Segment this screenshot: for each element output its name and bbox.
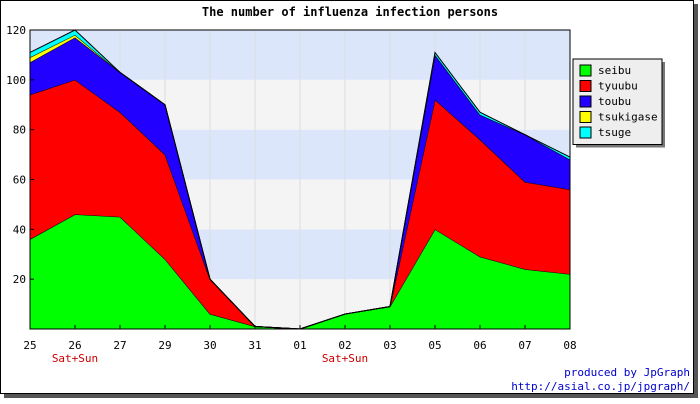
annotations: Sat+Sun Sat+Sun	[52, 352, 368, 365]
x-tick-label: 30	[203, 339, 216, 352]
x-tick-label: 31	[248, 339, 261, 352]
x-annotation: Sat+Sun	[52, 352, 98, 365]
legend-swatch-tsuge	[579, 126, 592, 139]
y-tick-label: 20	[13, 273, 26, 286]
y-tick-label: 60	[13, 174, 26, 187]
y-axis: 20 40 60 80 100 120	[6, 24, 34, 286]
y-tick-label: 120	[6, 24, 26, 37]
legend-swatch-tyuubu	[579, 80, 592, 92]
legend-label-tsukigase: tsukigase	[598, 111, 658, 124]
legend-swatch-tsukigase	[579, 111, 592, 123]
legend-label-tyuubu: tyuubu	[598, 80, 638, 93]
x-tick-label: 29	[158, 339, 171, 352]
x-tick-label: 08	[563, 339, 576, 352]
x-tick-label: 07	[518, 339, 531, 352]
legend: seibu tyuubu toubu tsukigase tsuge	[572, 58, 665, 148]
legend-swatch-seibu	[579, 64, 592, 77]
x-tick-label: 06	[473, 339, 486, 352]
footer-url: http://asial.co.jp/jpgraph/	[511, 380, 690, 393]
y-tick-label: 100	[6, 74, 26, 87]
x-axis: 25 26 27 29 30 31 01 02 03 05 06 07 08	[23, 325, 577, 352]
area-seibu	[30, 214, 570, 329]
x-tick-label: 02	[338, 339, 351, 352]
footer-credit: produced by JpGraph	[564, 366, 690, 379]
legend-swatch-toubu	[579, 95, 592, 108]
y-tick-label: 80	[13, 124, 26, 137]
x-tick-label: 25	[23, 339, 36, 352]
area-toubu	[30, 37, 570, 329]
legend-label-seibu: seibu	[598, 64, 631, 77]
x-tick-label: 26	[68, 339, 81, 352]
x-tick-label: 01	[293, 339, 306, 352]
x-tick-label: 03	[383, 339, 396, 352]
x-tick-label: 27	[113, 339, 126, 352]
chart-title: The number of influenza infection person…	[202, 5, 498, 19]
y-tick-label: 40	[13, 223, 26, 236]
area-tyuubu	[30, 79, 570, 329]
legend-label-tsuge: tsuge	[598, 126, 631, 139]
x-tick-label: 05	[428, 339, 441, 352]
legend-label-toubu: toubu	[598, 95, 631, 108]
x-annotation: Sat+Sun	[322, 352, 368, 365]
